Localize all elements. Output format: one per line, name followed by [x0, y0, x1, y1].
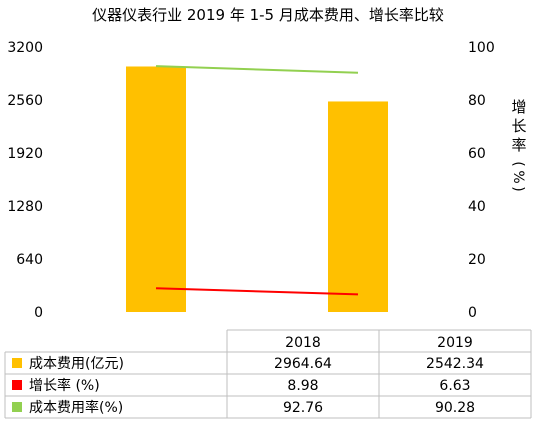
- right-axis: 0 20 40 60 80 100: [468, 40, 495, 321]
- right-tick-label: 40: [468, 199, 486, 215]
- table-header-cell: 2018: [285, 335, 321, 351]
- table-value-cell: 8.98: [287, 378, 318, 394]
- table-header-cell: 2019: [437, 335, 473, 351]
- left-tick-label: 2560: [7, 93, 43, 109]
- left-tick-label: 0: [34, 305, 43, 321]
- right-tick-label: 80: [468, 93, 486, 109]
- series-line: [155, 65, 359, 74]
- bar-series: [126, 66, 388, 313]
- right-tick-label: 100: [468, 40, 495, 56]
- data-table: 2018 2019 成本费用(亿元) 2964.64 2542.34 增长率 (%) 8.9…: [4, 329, 532, 419]
- table-value-cell: 90.28: [435, 400, 475, 416]
- left-tick-label: 1280: [7, 199, 43, 215]
- right-axis-label-char: 增: [511, 98, 526, 116]
- table-value-cell: 92.76: [283, 400, 323, 416]
- right-tick-label: 0: [468, 305, 477, 321]
- bar: [126, 66, 186, 312]
- legend-label: 成本费用率(%): [29, 399, 123, 416]
- bar: [328, 101, 388, 313]
- legend-label: 增长率 (%): [29, 377, 100, 394]
- left-axis: 0 640 1280 1920 2560 3200: [7, 40, 43, 321]
- right-axis-label-char: ): [510, 186, 526, 191]
- right-axis-label-char: (: [510, 161, 526, 166]
- right-axis-label: 增长率 (%): [510, 98, 527, 192]
- legend-swatch: [12, 380, 22, 390]
- line-series: [155, 65, 359, 296]
- left-tick-label: 1920: [7, 146, 43, 162]
- right-axis-label-char: 率: [511, 136, 526, 154]
- table-value-cell: 2964.64: [274, 356, 332, 372]
- table-value-cell: 6.63: [439, 378, 470, 394]
- left-tick-label: 3200: [7, 40, 43, 56]
- right-axis-label-char: %: [510, 170, 526, 183]
- right-tick-label: 60: [468, 146, 486, 162]
- left-tick-label: 640: [16, 252, 43, 268]
- right-axis-label-char: 长: [511, 117, 526, 135]
- legend-label: 成本费用(亿元): [29, 356, 124, 372]
- table-value-cell: 2542.34: [426, 356, 484, 372]
- right-tick-label: 20: [468, 252, 486, 268]
- series-line: [155, 287, 359, 296]
- chart-title: 仪器仪表行业 2019 年 1-5 月成本费用、增长率比较: [92, 6, 444, 24]
- legend-swatch: [12, 402, 22, 412]
- legend-swatch: [12, 358, 22, 368]
